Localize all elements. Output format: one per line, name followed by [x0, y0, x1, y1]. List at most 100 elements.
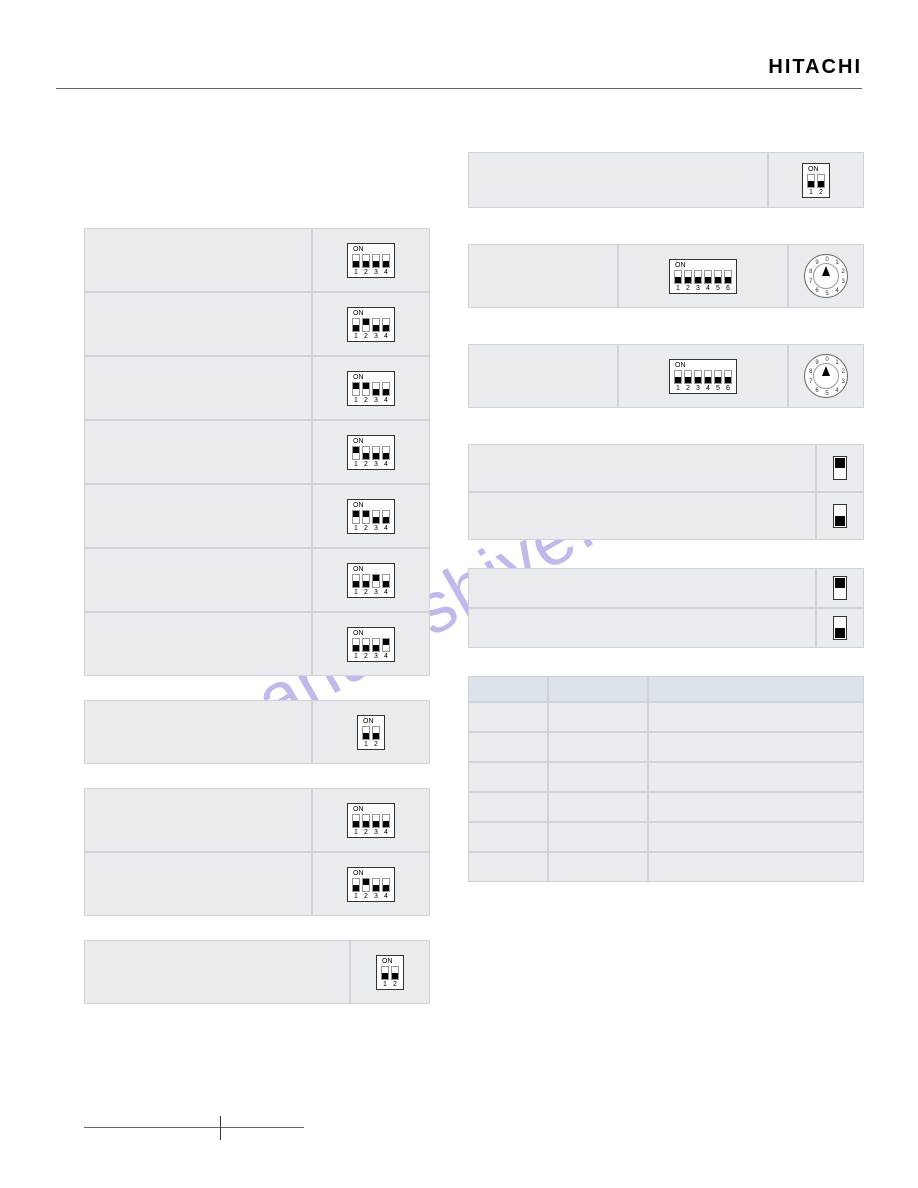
grid-cell: [648, 702, 864, 732]
grid-cell: [468, 702, 548, 732]
grid-cell: [548, 792, 648, 822]
switch-cell: ON1234: [312, 292, 430, 356]
switch-cell: ON1234: [312, 612, 430, 676]
dip-switch-icon: ON1234: [347, 307, 395, 342]
table-row: ON1234: [84, 484, 430, 548]
row-label: [468, 444, 816, 492]
table-row: ON1234: [84, 548, 430, 612]
slide-switch-icon: [833, 504, 847, 528]
summary-grid: [468, 676, 864, 882]
grid-header: [468, 676, 864, 702]
switch-cell: ON12: [312, 700, 430, 764]
row-label: [84, 420, 312, 484]
dip-switch-icon: ON1234: [347, 371, 395, 406]
grid-cell: [548, 702, 648, 732]
table-row: ON123456 0123456789: [468, 344, 864, 408]
dip-switch-icon: ON12: [802, 163, 830, 198]
row-label: [84, 228, 312, 292]
dip-switch-icon: ON123456: [669, 359, 737, 394]
row-label: [468, 568, 816, 608]
grid-cell: [468, 762, 548, 792]
left-column: ON1234ON1234ON1234ON1234ON1234ON1234ON12…: [84, 228, 430, 1004]
right-table-4: [468, 444, 864, 540]
row-label: [84, 292, 312, 356]
grid-cell: [548, 762, 648, 792]
left-table-1: ON1234 ON1234 ON1234 ON1234 ON1234 ON1234 ON12…: [84, 228, 430, 676]
left-table-4: ON12: [84, 940, 430, 1004]
dip-switch-icon: ON1234: [347, 435, 395, 470]
grid-cell: [468, 852, 548, 882]
row-label: [84, 700, 312, 764]
grid-header-cell: [468, 676, 548, 702]
dip-switch-icon: ON1234: [347, 627, 395, 662]
switch-cell: [816, 568, 864, 608]
grid-row: [468, 732, 864, 762]
dip-switch-icon: ON1234: [347, 243, 395, 278]
grid-cell: [648, 732, 864, 762]
table-row: ON12: [84, 940, 430, 1004]
grid-cell: [468, 732, 548, 762]
right-table-1: ON12: [468, 152, 864, 208]
row-label: [84, 788, 312, 852]
switch-cell: ON1234: [312, 788, 430, 852]
switch-cell: ON1234: [312, 852, 430, 916]
grid-row: [468, 822, 864, 852]
grid-cell: [648, 762, 864, 792]
switch-cell: ON12: [350, 940, 430, 1004]
switch-cell: ON1234: [312, 420, 430, 484]
grid-header-cell: [648, 676, 864, 702]
rotary-cell: 0123456789: [788, 344, 864, 408]
grid-cell: [548, 852, 648, 882]
page: HITACHI manualshive.com ON1234ON1234ON12…: [0, 0, 918, 1188]
row-label: [468, 492, 816, 540]
row-label: [84, 484, 312, 548]
switch-cell: ON123456: [618, 344, 788, 408]
table-row: ON12: [468, 152, 864, 208]
grid-row: [468, 852, 864, 882]
dip-switch-icon: ON123456: [669, 259, 737, 294]
grid-cell: [648, 792, 864, 822]
dip-switch-icon: ON1234: [347, 803, 395, 838]
row-label: [468, 152, 768, 208]
grid-row: [468, 702, 864, 732]
slide-switch-icon: [833, 616, 847, 640]
table-row: ON1234: [84, 788, 430, 852]
rotary-switch-icon: 0123456789: [804, 254, 848, 298]
dip-switch-icon: ON12: [357, 715, 385, 750]
footer-line: [84, 1127, 304, 1128]
switch-cell: ON1234: [312, 228, 430, 292]
left-table-2: ON12: [84, 700, 430, 764]
row-label: [468, 608, 816, 648]
grid-cell: [468, 822, 548, 852]
switch-cell: ON1234: [312, 356, 430, 420]
grid-header-cell: [548, 676, 648, 702]
table-row: [468, 492, 864, 540]
grid-cell: [648, 852, 864, 882]
table-row: ON1234: [84, 356, 430, 420]
table-row: ON12: [84, 700, 430, 764]
table-row: [468, 444, 864, 492]
left-table-3: ON1234 ON1234: [84, 788, 430, 916]
dip-switch-icon: ON1234: [347, 867, 395, 902]
table-row: ON1234: [84, 420, 430, 484]
grid-cell: [468, 792, 548, 822]
grid-cell: [548, 732, 648, 762]
row-label: [84, 356, 312, 420]
rotary-switch-icon: 0123456789: [804, 354, 848, 398]
table-row: [468, 608, 864, 648]
rotary-cell: 0123456789: [788, 244, 864, 308]
switch-cell: ON1234: [312, 484, 430, 548]
table-row: [468, 568, 864, 608]
right-column: ON12 ON123456 0123456789 ON123456 01234567…: [468, 152, 864, 882]
switch-cell: [816, 492, 864, 540]
grid-row: [468, 792, 864, 822]
row-label: [84, 548, 312, 612]
switch-cell: ON1234: [312, 548, 430, 612]
row-label: [468, 344, 618, 408]
dip-switch-icon: ON1234: [347, 563, 395, 598]
table-row: ON1234: [84, 612, 430, 676]
grid-row: [468, 762, 864, 792]
grid-cell: [548, 822, 648, 852]
table-row: ON123456 0123456789: [468, 244, 864, 308]
table-row: ON1234: [84, 852, 430, 916]
